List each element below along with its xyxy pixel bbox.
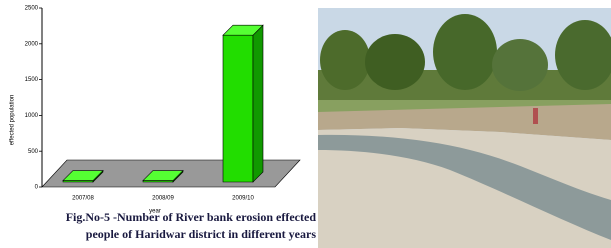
bar-face: [253, 25, 263, 182]
x-tick-label: 2009/10: [232, 196, 254, 202]
y-tick-label: 2000: [25, 41, 39, 47]
y-tick-label: 0: [35, 185, 39, 191]
x-tick-label: 2008/09: [152, 196, 174, 202]
bar-face: [223, 35, 253, 182]
bar: [223, 25, 263, 182]
y-tick-label: 500: [28, 149, 39, 155]
caption-line: Fig.No-5 -Number of River bank erosion e…: [66, 210, 317, 224]
y-tick-label: 1000: [25, 113, 39, 119]
page: effected population year Fig.No-5 -Numbe…: [0, 0, 611, 248]
x-tick-label: 2007/08: [72, 196, 94, 202]
caption-line: people of Haridwar district in different…: [86, 227, 317, 241]
y-tick-label: 1500: [25, 77, 39, 83]
photo: [318, 8, 611, 248]
y-tick-label: 2500: [25, 6, 39, 12]
y-axis-label: effected population: [10, 95, 16, 146]
